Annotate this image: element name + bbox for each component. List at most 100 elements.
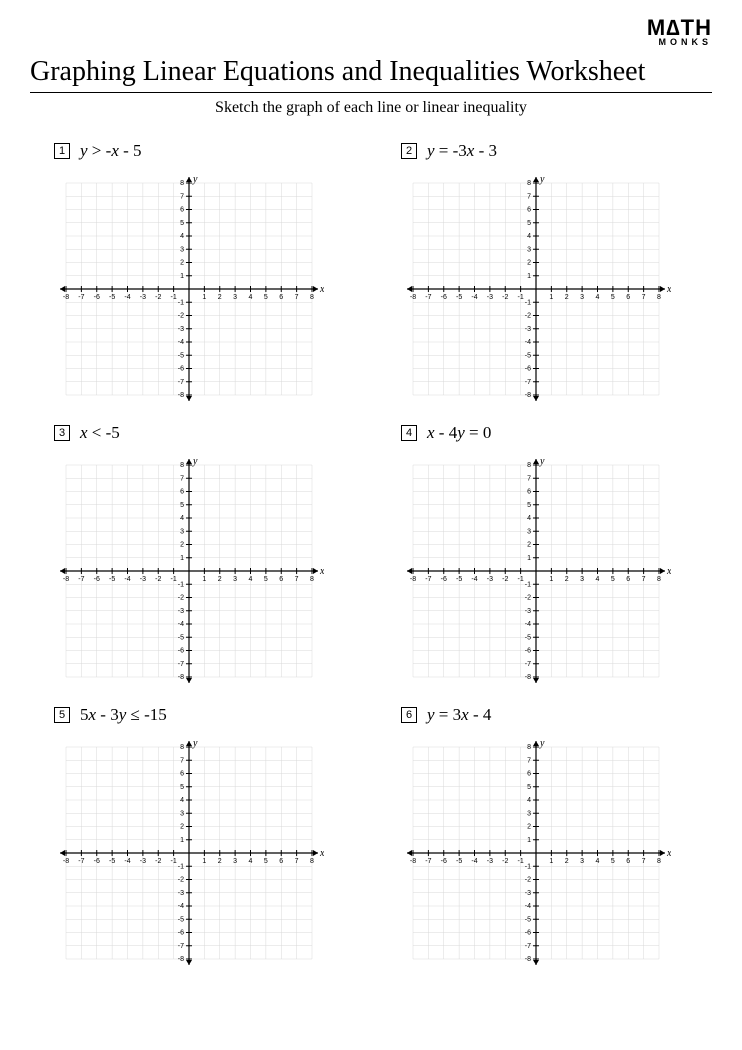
svg-text:2: 2: [565, 858, 569, 865]
svg-text:x: x: [319, 284, 324, 295]
svg-text:x: x: [666, 566, 671, 577]
svg-text:7: 7: [295, 576, 299, 583]
svg-text:-3: -3: [525, 890, 531, 897]
svg-text:-7: -7: [78, 576, 84, 583]
problem: 4 x - 4y = 0 -8-7-6-5-4-3-2-112345678-8-…: [401, 423, 688, 689]
svg-text:-5: -5: [525, 634, 531, 641]
svg-text:6: 6: [527, 489, 531, 496]
svg-text:-7: -7: [425, 858, 431, 865]
problem-number: 3: [54, 425, 70, 441]
svg-text:-6: -6: [441, 294, 447, 301]
svg-text:-2: -2: [178, 877, 184, 884]
svg-text:-3: -3: [178, 326, 184, 333]
svg-text:-3: -3: [487, 294, 493, 301]
svg-text:5: 5: [527, 784, 531, 791]
svg-text:-4: -4: [471, 858, 477, 865]
svg-text:-5: -5: [525, 916, 531, 923]
problem: 3 x < -5 -8-7-6-5-4-3-2-112345678-8-7-6-…: [54, 423, 341, 689]
svg-text:-5: -5: [456, 858, 462, 865]
svg-text:6: 6: [527, 207, 531, 214]
svg-text:-8: -8: [410, 294, 416, 301]
problem-number: 4: [401, 425, 417, 441]
svg-text:y: y: [192, 738, 198, 749]
svg-text:-7: -7: [525, 379, 531, 386]
svg-text:1: 1: [180, 837, 184, 844]
svg-text:-7: -7: [425, 576, 431, 583]
svg-text:3: 3: [233, 576, 237, 583]
svg-text:5: 5: [264, 294, 268, 301]
svg-text:-3: -3: [178, 608, 184, 615]
svg-text:-2: -2: [178, 595, 184, 602]
svg-text:4: 4: [596, 294, 600, 301]
svg-text:-7: -7: [178, 661, 184, 668]
svg-text:3: 3: [580, 294, 584, 301]
svg-text:4: 4: [180, 797, 184, 804]
svg-text:-7: -7: [78, 858, 84, 865]
svg-text:-4: -4: [525, 621, 531, 628]
svg-text:x: x: [319, 848, 324, 859]
coordinate-grid: -8-7-6-5-4-3-2-112345678-8-7-6-5-4-3-2-1…: [54, 735, 324, 971]
svg-text:8: 8: [527, 744, 531, 751]
svg-text:-8: -8: [178, 956, 184, 963]
problem-header: 1 y > -x - 5: [54, 141, 341, 161]
svg-text:4: 4: [527, 515, 531, 522]
svg-text:-2: -2: [525, 313, 531, 320]
svg-text:-3: -3: [525, 608, 531, 615]
svg-text:-7: -7: [178, 943, 184, 950]
problem-number: 2: [401, 143, 417, 159]
svg-text:x: x: [666, 284, 671, 295]
svg-text:-8: -8: [525, 674, 531, 681]
svg-text:8: 8: [527, 180, 531, 187]
equation: 5x - 3y ≤ -15: [80, 705, 167, 725]
equation: x < -5: [80, 423, 120, 443]
svg-text:5: 5: [527, 502, 531, 509]
svg-text:6: 6: [626, 576, 630, 583]
svg-text:4: 4: [596, 858, 600, 865]
svg-text:8: 8: [180, 744, 184, 751]
problem-header: 3 x < -5: [54, 423, 341, 443]
svg-text:-7: -7: [178, 379, 184, 386]
svg-text:7: 7: [642, 294, 646, 301]
svg-text:-2: -2: [502, 294, 508, 301]
svg-text:6: 6: [527, 771, 531, 778]
svg-text:-1: -1: [171, 858, 177, 865]
svg-text:-3: -3: [525, 326, 531, 333]
svg-text:-3: -3: [487, 576, 493, 583]
svg-text:6: 6: [279, 294, 283, 301]
svg-text:x: x: [319, 566, 324, 577]
svg-text:-2: -2: [155, 576, 161, 583]
equation: y > -x - 5: [80, 141, 142, 161]
svg-text:-6: -6: [94, 858, 100, 865]
svg-text:-3: -3: [178, 890, 184, 897]
logo-top: M∆TH: [647, 18, 712, 38]
svg-text:-5: -5: [456, 576, 462, 583]
svg-text:3: 3: [233, 294, 237, 301]
svg-text:7: 7: [527, 193, 531, 200]
svg-text:1: 1: [202, 576, 206, 583]
problems-grid: 1 y > -x - 5 -8 -7 -6 -5 -4 -3 -2 -1 1 2 3 4 5 6 7 8 -8 -…: [30, 141, 712, 971]
svg-text:7: 7: [642, 576, 646, 583]
problem-header: 5 5x - 3y ≤ -15: [54, 705, 341, 725]
svg-text:6: 6: [180, 771, 184, 778]
svg-text:x: x: [666, 848, 671, 859]
svg-text:-8: -8: [63, 576, 69, 583]
svg-text:3: 3: [527, 246, 531, 253]
svg-text:-8: -8: [63, 294, 69, 301]
page-subtitle: Sketch the graph of each line or linear …: [30, 99, 712, 117]
svg-text:8: 8: [310, 576, 314, 583]
svg-text:-6: -6: [525, 366, 531, 373]
equation: x - 4y = 0: [427, 423, 491, 443]
svg-text:3: 3: [180, 810, 184, 817]
svg-text:5: 5: [611, 858, 615, 865]
svg-text:6: 6: [626, 858, 630, 865]
svg-text:7: 7: [527, 757, 531, 764]
svg-text:-1: -1: [178, 299, 184, 306]
problem-header: 6 y = 3x - 4: [401, 705, 688, 725]
svg-text:5: 5: [611, 294, 615, 301]
svg-text:8: 8: [310, 858, 314, 865]
svg-text:2: 2: [565, 576, 569, 583]
svg-text:7: 7: [180, 757, 184, 764]
svg-text:5: 5: [611, 576, 615, 583]
svg-text:-4: -4: [525, 339, 531, 346]
svg-text:4: 4: [527, 797, 531, 804]
